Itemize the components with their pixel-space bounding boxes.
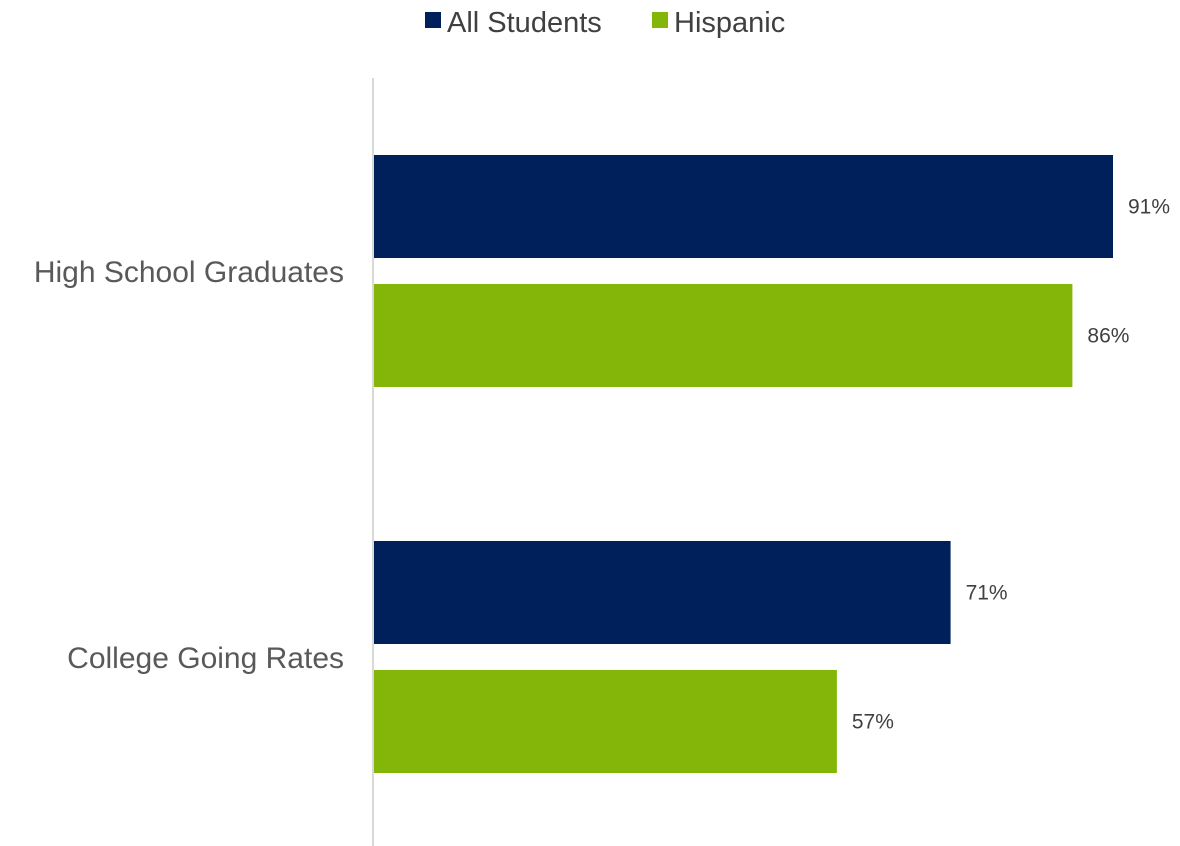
category-label-college-going-rates: College Going Rates: [67, 642, 344, 675]
category-label-high-school-graduates: High School Graduates: [34, 256, 344, 289]
legend-label-all-students: All Students: [447, 7, 602, 39]
data-label-college-going-rates-all-students: 71%: [966, 582, 1008, 605]
data-label-high-school-graduates-all-students: 91%: [1128, 196, 1170, 219]
legend-swatch-hispanic: [652, 12, 668, 28]
bar-high-school-graduates-all-students: [374, 155, 1113, 258]
bars: [374, 155, 1113, 773]
bar-high-school-graduates-hispanic: [374, 284, 1073, 387]
data-label-college-going-rates-hispanic: 57%: [852, 711, 894, 734]
bar-college-going-rates-hispanic: [374, 670, 837, 773]
data-label-high-school-graduates-hispanic: 86%: [1087, 325, 1129, 348]
legend: All Students Hispanic: [425, 7, 785, 39]
labels: 91% 86% High School Graduates 71% 57% College…: [34, 196, 1170, 734]
bar-college-going-rates-all-students: [374, 541, 951, 644]
legend-label-hispanic: Hispanic: [674, 7, 785, 39]
legend-swatch-all-students: [425, 12, 441, 28]
